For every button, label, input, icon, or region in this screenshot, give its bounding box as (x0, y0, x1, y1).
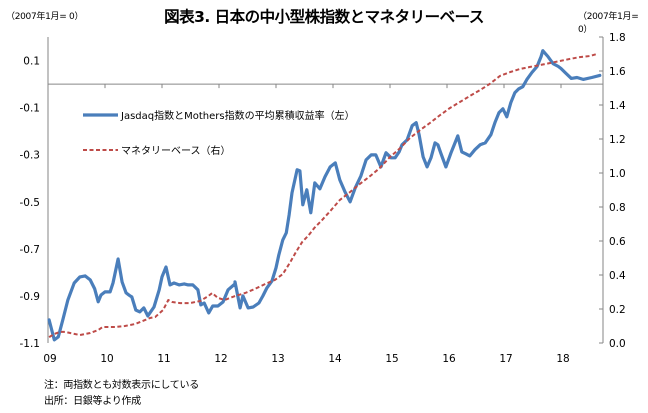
left-axis-ticks: -1.1 -0.9 -0.7 -0.5 -0.3 -0.1 0.1 (20, 56, 41, 350)
x-tick-label: 09 (43, 353, 56, 365)
right-tick-label: 0.6 (609, 236, 626, 248)
right-tick-label: 1.6 (609, 66, 626, 78)
x-tick-label: 14 (328, 353, 342, 365)
x-tick-label: 13 (271, 353, 284, 365)
left-tick-label: -0.3 (20, 150, 41, 162)
x-tick-label: 16 (442, 353, 456, 365)
source-text: 出所：日銀等より作成 (44, 396, 141, 407)
x-tick-label: 17 (499, 353, 512, 365)
legend-label-monetary-base: マネタリーベース（右） (121, 144, 231, 157)
right-tick-label: 1.4 (609, 100, 626, 112)
x-tick-label: 10 (100, 353, 113, 365)
left-tick-label: -0.1 (20, 103, 41, 115)
left-tick-label: 0.1 (23, 56, 40, 68)
x-axis-ticks: 09 10 11 12 13 14 15 16 17 18 (43, 84, 570, 365)
right-tick-label: 0.4 (609, 270, 626, 282)
x-tick-label: 12 (214, 353, 227, 365)
axes (47, 37, 604, 343)
x-tick-label: 18 (556, 353, 569, 365)
legend: Jasdaq指数とMothers指数の平均累積収益率（左） マネタリーベース（右… (83, 109, 355, 157)
series-line-monetary-base (48, 53, 598, 338)
right-tick-label: 0.0 (609, 338, 626, 350)
right-axis-unit-label: （2007年1月= 0） (578, 12, 639, 35)
series-line-jasdaq-mothers (47, 49, 602, 342)
right-axis-ticks: 0.0 0.2 0.4 0.6 0.8 1.0 1.2 1.4 1.6 1.8 (599, 32, 626, 350)
left-tick-label: -0.9 (20, 291, 41, 303)
legend-label-jasdaq: Jasdaq指数とMothers指数の平均累積収益率（左） (120, 109, 355, 122)
chart-title: 図表3. 日本の中小型株指数とマネタリーベース (164, 8, 484, 26)
left-tick-label: -0.7 (20, 244, 41, 256)
right-tick-label: 1.8 (609, 32, 626, 44)
x-tick-label: 11 (157, 353, 170, 365)
right-tick-label: 1.2 (609, 134, 626, 146)
right-tick-label: 1.0 (609, 168, 626, 180)
x-tick-label: 15 (385, 353, 398, 365)
series-layer (47, 49, 602, 342)
right-tick-label: 0.8 (609, 202, 626, 214)
right-tick-label: 0.2 (609, 304, 626, 316)
note-text: 注：両指数とも対数表示にしている (44, 380, 199, 391)
left-tick-label: -0.5 (20, 197, 41, 209)
left-axis-unit-label: （2007年1月= 0） (6, 12, 84, 22)
left-tick-label: -1.1 (20, 338, 41, 350)
